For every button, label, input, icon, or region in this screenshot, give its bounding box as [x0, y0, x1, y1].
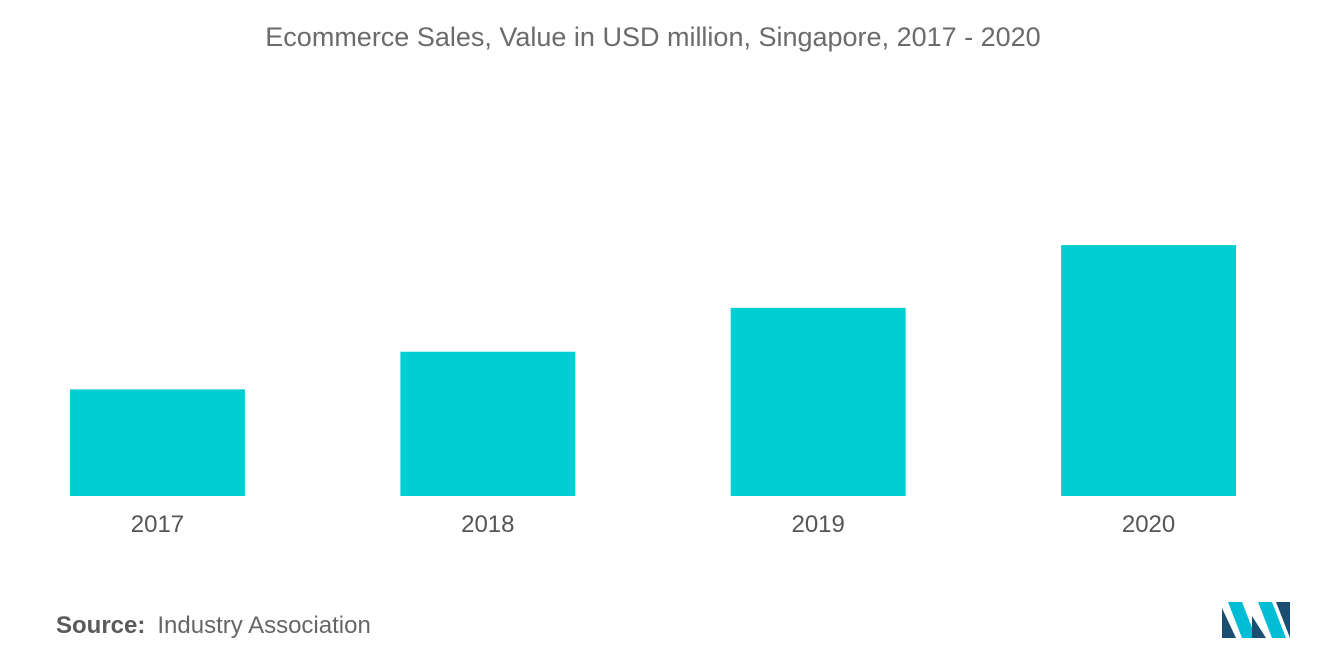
chart-title: Ecommerce Sales, Value in USD million, S… — [265, 22, 1041, 52]
bar-2018 — [400, 351, 576, 496]
bar-2019 — [730, 307, 906, 496]
bar-2017 — [70, 389, 245, 496]
source-text: Industry Association — [157, 612, 371, 639]
x-tick-label: 2018 — [461, 511, 514, 538]
x-tick-label: 2020 — [1122, 511, 1175, 538]
company-logo-icon — [1222, 602, 1290, 638]
x-tick-label: 2017 — [131, 511, 184, 538]
x-tick-label: 2019 — [791, 511, 844, 538]
bar-2020 — [1061, 245, 1236, 496]
source-note: Source: Industry Association — [56, 612, 371, 640]
source-label: Source: — [56, 612, 146, 639]
